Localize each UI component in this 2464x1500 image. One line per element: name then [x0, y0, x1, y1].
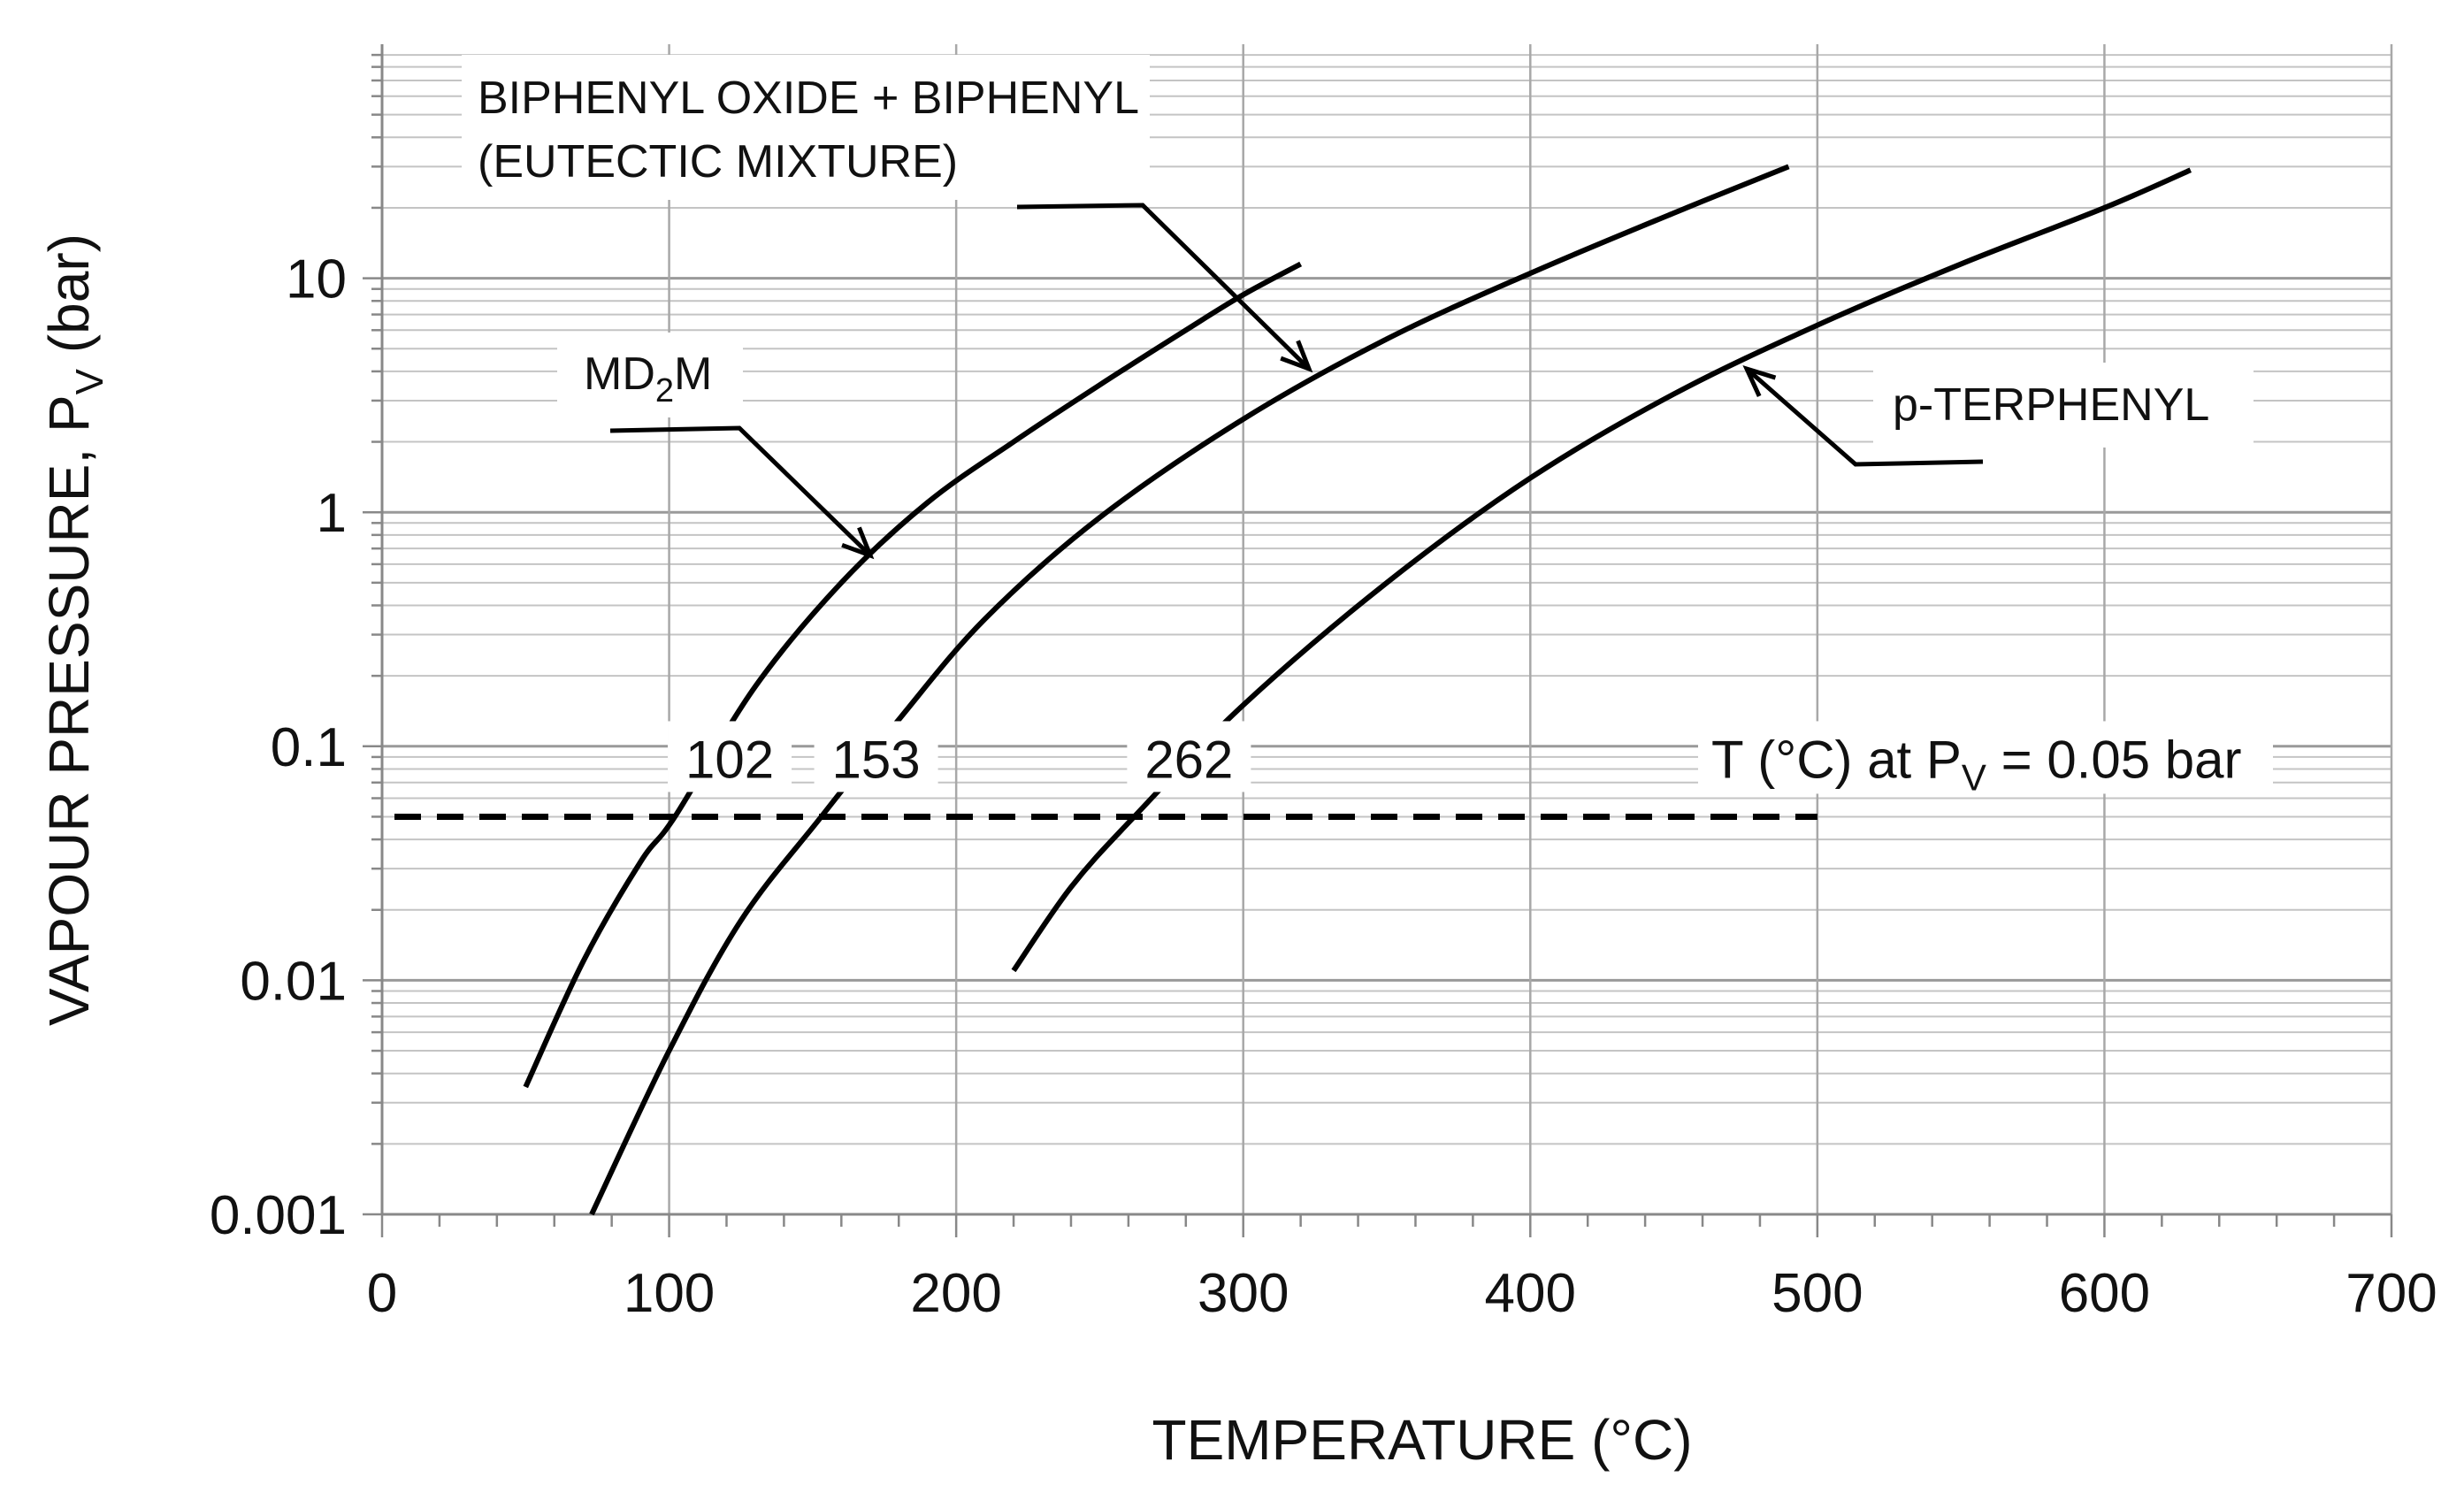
x-tick-label: 300 — [1198, 1263, 1289, 1324]
reference-label-box — [1698, 721, 2273, 794]
series-md2m-curve — [523, 261, 1303, 1089]
annotation-value-label: 153 — [832, 730, 921, 789]
md2m-leader-arrow — [609, 425, 872, 557]
y-axis-title-unit: (bar) — [37, 233, 101, 369]
x-tick-label: 0 — [367, 1263, 397, 1324]
biphenyl-label-line1: BIPHENYL OXIDE + BIPHENYL — [478, 73, 1139, 124]
x-tick-label: 100 — [624, 1263, 715, 1324]
md2m-label: MD2M — [584, 348, 712, 409]
x-tick-label: 200 — [910, 1263, 1001, 1324]
terphenyl-leader-arrow-head — [1742, 364, 1777, 397]
x-tick-label: 500 — [1771, 1263, 1863, 1324]
series-biphenyl-eutectic-curve — [589, 164, 1790, 1216]
biphenyl-leader-arrow — [1016, 203, 1311, 371]
y-tick-label: 10 — [286, 249, 347, 310]
y-tick-label: 0.01 — [240, 951, 347, 1012]
md2m-label-subscript: 2 — [655, 372, 674, 409]
chart-axes — [380, 44, 2391, 1216]
x-tick-label: 600 — [2059, 1263, 2150, 1324]
reference-line-label: T (°C) at PV = 0.05 bar — [1711, 730, 2241, 798]
chart-grid — [382, 44, 2393, 1216]
md2m-label-main: MD — [584, 348, 655, 400]
y-axis-title: VAPOUR PRESSURE, PV (bar) — [37, 233, 111, 1026]
x-axis-title: TEMPERATURE (°C) — [1152, 1408, 1692, 1472]
md2m-leader-arrow-head — [841, 526, 875, 560]
y-axis-title-main: VAPOUR PRESSURE, P — [37, 394, 101, 1026]
biphenyl-label-box — [462, 55, 1150, 200]
md2m-label-box — [557, 333, 743, 417]
biphenyl-label-line2: (EUTECTIC MIXTURE) — [478, 136, 958, 188]
annotation-box — [668, 721, 792, 792]
annotation-value-label: 262 — [1144, 730, 1233, 789]
x-tick-label: 700 — [2345, 1263, 2437, 1324]
y-tick-label: 0.001 — [210, 1185, 347, 1246]
y-axis-title-subscript: V — [68, 368, 111, 394]
y-tick-label: 0.1 — [271, 717, 347, 778]
biphenyl-leader-arrow-head — [1280, 340, 1313, 373]
chart-ticks — [363, 53, 2393, 1237]
reference-label-subscript: V — [1962, 756, 1986, 798]
y-tick-label: 1 — [317, 483, 347, 544]
terphenyl-label-box — [1873, 363, 2254, 448]
terphenyl-label: p-TERPHENYL — [1893, 379, 2209, 431]
annotation-box — [814, 721, 938, 792]
annotation-box — [1127, 721, 1251, 792]
terphenyl-leader-arrow — [1745, 367, 1984, 467]
x-tick-label: 400 — [1485, 1263, 1576, 1324]
chart-labels: 0 100 200 300 400 500 600 700 0.001 0.01 0.1 1 10 TEM… — [37, 55, 2437, 1472]
reference-label-main: T (°C) at P — [1711, 730, 1962, 789]
annotation-value-label: 102 — [685, 730, 774, 789]
reference-label-tail: = 0.05 bar — [1986, 730, 2242, 789]
md2m-label-tail: M — [674, 348, 712, 400]
